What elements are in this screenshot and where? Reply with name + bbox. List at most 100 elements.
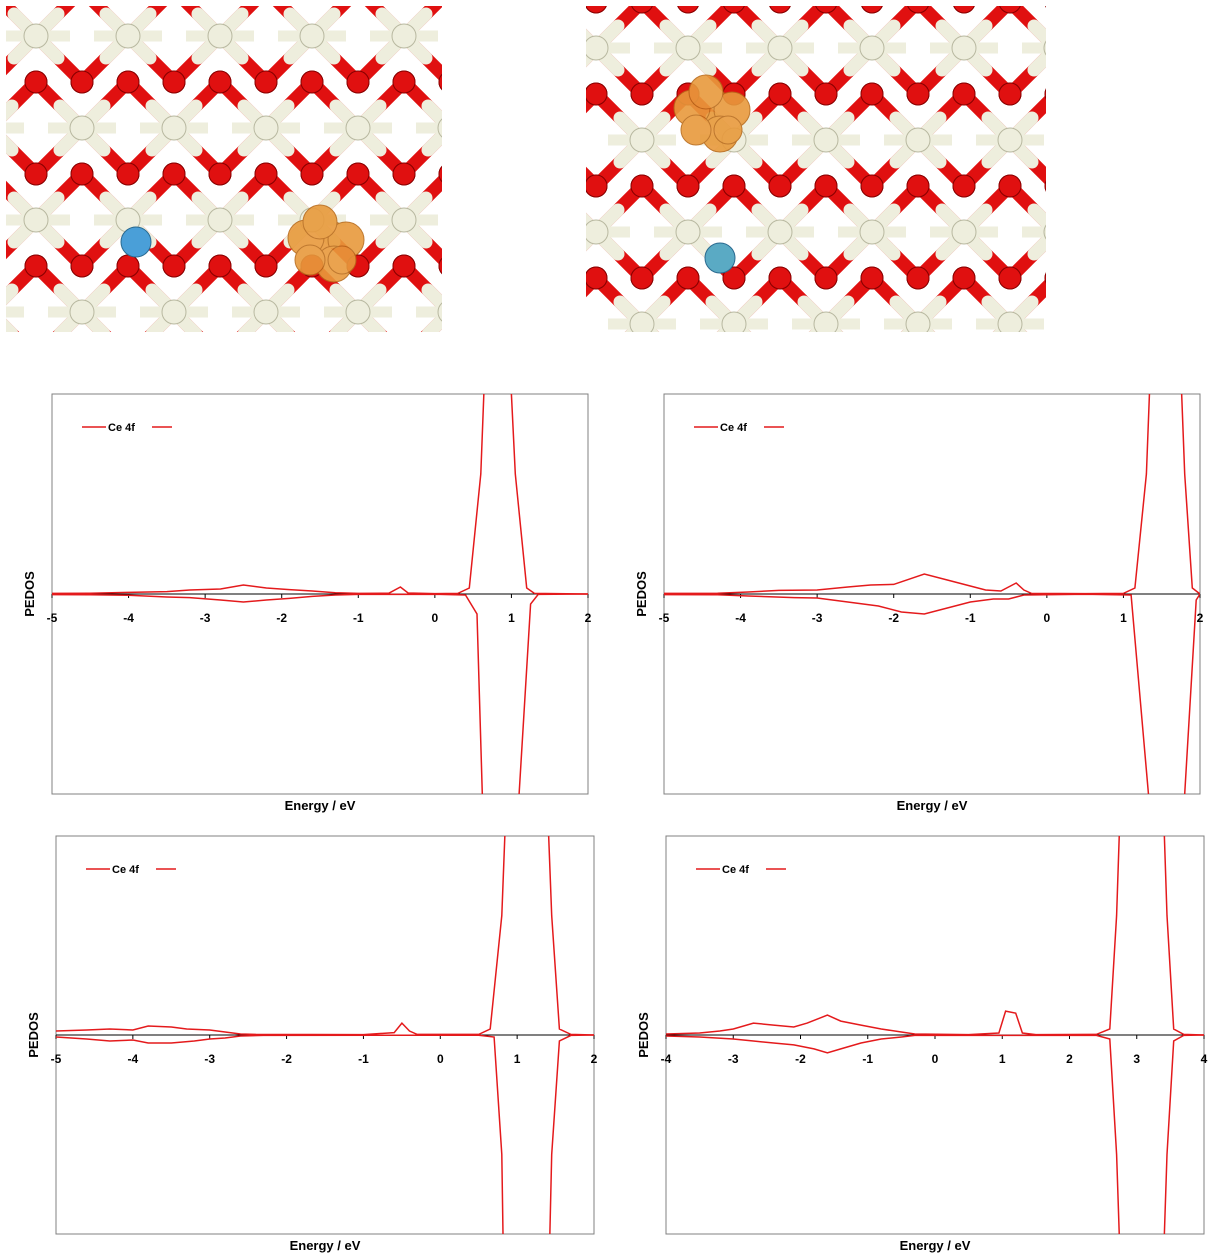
ce-4f-up-line xyxy=(52,394,588,595)
oxygen-atom xyxy=(814,174,838,198)
oxygen-atom xyxy=(631,6,653,14)
x-tick-label: -2 xyxy=(888,611,899,625)
oxygen-atom xyxy=(346,162,370,186)
ce-4f-down-line xyxy=(56,1034,594,1234)
cerium-atom xyxy=(253,299,279,325)
ceo2-lattice-left xyxy=(6,6,442,332)
oxygen-atom xyxy=(70,70,94,94)
x-tick-label: -3 xyxy=(204,1052,215,1066)
oxygen-atom xyxy=(768,174,792,198)
series-group xyxy=(666,836,1204,1234)
oxygen-atom xyxy=(1044,272,1046,284)
oxygen-atom xyxy=(723,6,745,14)
cerium-atom xyxy=(299,23,325,49)
oxygen-atom xyxy=(906,266,930,290)
cerium-atom xyxy=(69,115,95,141)
cerium-atom xyxy=(859,35,885,61)
x-axis-label: Energy / eV xyxy=(897,798,968,813)
oxygen-atom xyxy=(815,6,837,14)
pedos-chart-3: -5 -4 -3 -2 -1 0 1 2 Ce 4f Energy / eV PEDOS xyxy=(0,822,600,1256)
x-tick-label: 1 xyxy=(514,1052,521,1066)
oxygen-atom xyxy=(300,70,324,94)
cerium-atom xyxy=(767,35,793,61)
oxygen-atom xyxy=(208,70,232,94)
x-axis-label: Energy / eV xyxy=(900,1238,971,1253)
oxygen-atom xyxy=(953,6,975,14)
ce-o-bond xyxy=(586,277,597,298)
spin-density-lobe xyxy=(294,244,326,276)
x-tick-label: 1 xyxy=(508,611,515,625)
x-tick-label: -3 xyxy=(728,1052,739,1066)
cerium-atom xyxy=(905,311,931,332)
cerium-atom xyxy=(586,35,609,61)
x-tick-label: -3 xyxy=(200,611,211,625)
oxygen-atom xyxy=(208,162,232,186)
dopant-atom xyxy=(120,226,152,258)
cerium-atom xyxy=(23,23,49,49)
oxygen-atom xyxy=(860,174,884,198)
ce-o-bond xyxy=(586,93,597,114)
x-tick-label: -1 xyxy=(358,1052,369,1066)
pedos-chart-2-svg: -5 -4 -3 -2 -1 0 1 2 Ce 4f Energy / eV PEDOS xyxy=(634,393,1204,813)
oxygen-atom xyxy=(162,254,186,278)
oxygen-atom xyxy=(392,70,416,94)
ce-4f-up-line xyxy=(56,836,594,1036)
cerium-atom xyxy=(345,299,371,325)
x-tick-label: -4 xyxy=(735,611,746,625)
x-tick-label: 0 xyxy=(432,611,439,625)
spin-density-lobe xyxy=(688,74,724,110)
oxygen-atom xyxy=(70,254,94,278)
cerium-atom xyxy=(391,23,417,49)
x-tick-label: 0 xyxy=(1044,611,1051,625)
oxygen-atom xyxy=(392,162,416,186)
oxygen-atom xyxy=(254,70,278,94)
ce-o-bond xyxy=(6,318,19,332)
x-tick-label: 4 xyxy=(1201,1052,1208,1066)
oxygen-atom xyxy=(586,174,608,198)
cerium-atom xyxy=(721,311,747,332)
y-axis-label: PEDOS xyxy=(636,1012,651,1058)
x-tick-label: -5 xyxy=(47,611,58,625)
legend-label: Ce 4f xyxy=(112,864,139,876)
spin-density-lobe xyxy=(327,245,357,275)
pedos-chart-4: -4 -3 -2 -1 0 1 2 3 4 Ce 4f Energy / eV PEDOS xyxy=(608,822,1208,1256)
oxygen-atom xyxy=(438,257,442,275)
cerium-atom xyxy=(586,219,609,245)
dopant-atom xyxy=(704,242,736,274)
oxygen-atom xyxy=(24,70,48,94)
oxygen-atom xyxy=(676,174,700,198)
x-tick-label: -4 xyxy=(123,611,134,625)
oxygen-atom xyxy=(952,82,976,106)
oxygen-atom xyxy=(814,82,838,106)
oxygen-atom xyxy=(861,6,883,14)
ce-o-bond xyxy=(586,166,597,187)
cerium-atom xyxy=(629,311,655,332)
y-axis-label: PEDOS xyxy=(634,571,649,617)
series-group xyxy=(664,394,1200,794)
oxygen-atom xyxy=(952,266,976,290)
x-tick-label: -5 xyxy=(51,1052,62,1066)
cerium-atom xyxy=(997,127,1023,153)
oxygen-atom xyxy=(586,266,608,290)
oxygen-atom xyxy=(907,6,929,14)
x-tick-label: -5 xyxy=(659,611,670,625)
ce-o-bond xyxy=(1027,48,1046,77)
cerium-atom xyxy=(629,127,655,153)
oxygen-atom xyxy=(300,162,324,186)
oxygen-atom xyxy=(438,73,442,91)
x-tick-label: 0 xyxy=(437,1052,444,1066)
oxygen-atom xyxy=(24,254,48,278)
cerium-atom xyxy=(1043,40,1046,56)
x-tick-label: 2 xyxy=(1066,1052,1073,1066)
x-tick-label: -4 xyxy=(128,1052,139,1066)
x-axis-label: Energy / eV xyxy=(290,1238,361,1253)
x-tick-label: 1 xyxy=(999,1052,1006,1066)
oxygen-atom xyxy=(676,266,700,290)
oxygen-atom xyxy=(116,70,140,94)
oxygen-atom xyxy=(392,254,416,278)
oxygen-atom xyxy=(1045,6,1046,8)
pedos-chart-2: -5 -4 -3 -2 -1 0 1 2 Ce 4f Energy / eV PEDOS xyxy=(608,380,1208,820)
ceo2-lattice-right xyxy=(586,6,1046,332)
ce-o-bond xyxy=(6,134,19,157)
ce-4f-up-line xyxy=(664,394,1200,595)
